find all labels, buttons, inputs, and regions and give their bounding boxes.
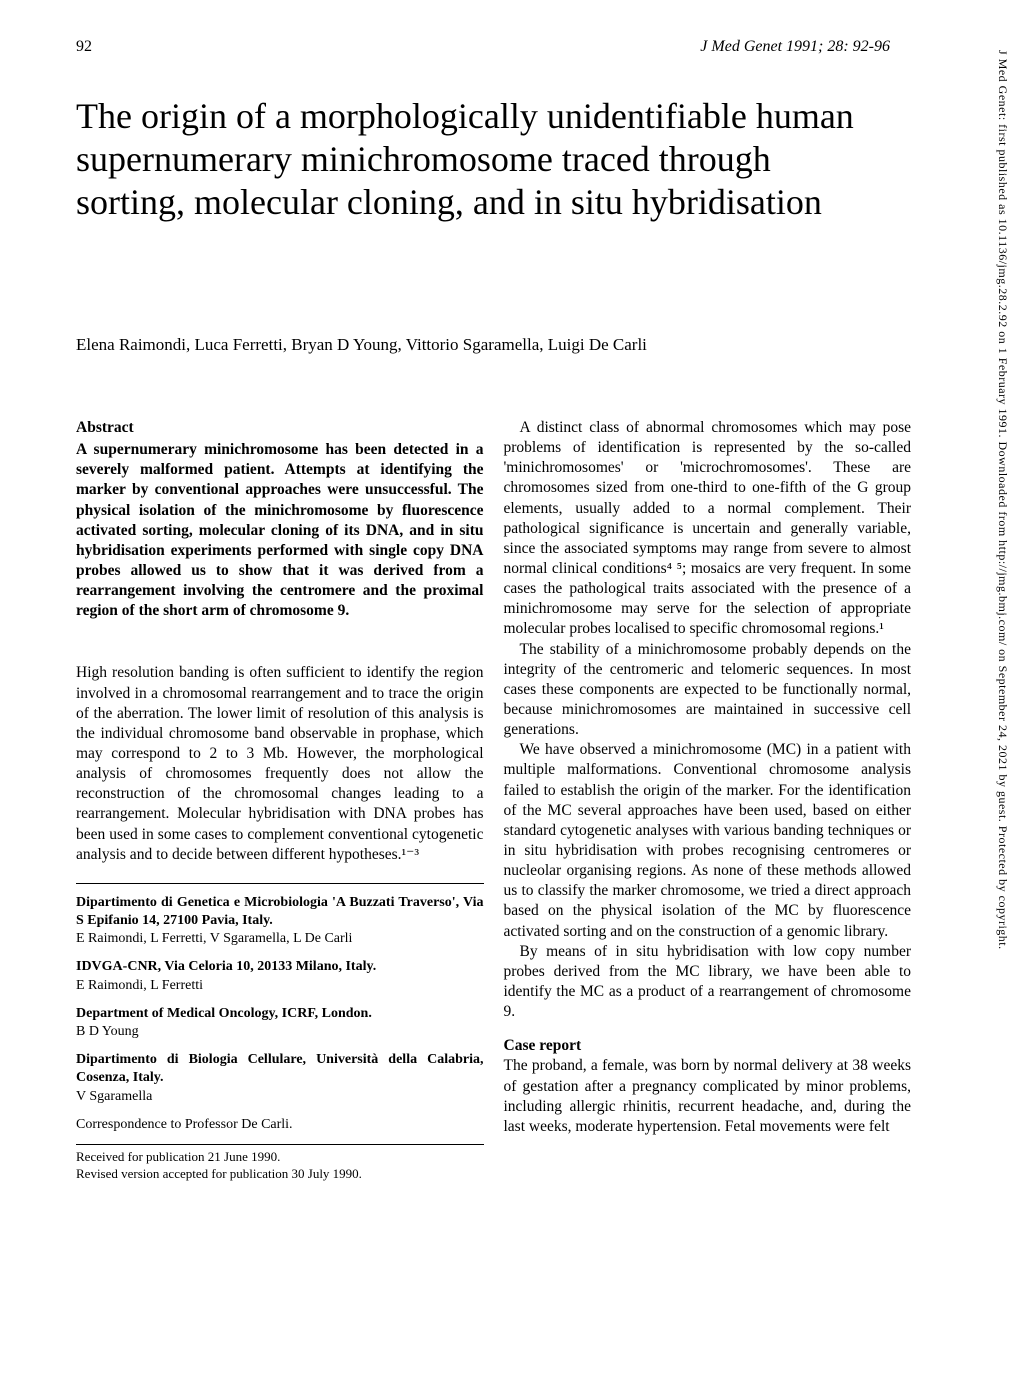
affiliation-names: E Raimondi, L Ferretti	[76, 978, 203, 993]
affiliation-4: Dipartimento di Biologia Cellulare, Univ…	[76, 1051, 484, 1106]
paragraph-2: The stability of a minichromosome probab…	[504, 640, 912, 741]
article-title: The origin of a morphologically unidenti…	[76, 95, 876, 225]
paragraph-1: A distinct class of abnormal chromosomes…	[504, 418, 912, 640]
left-column: Abstract A supernumerary minichromosome …	[76, 418, 484, 1183]
author-list: Elena Raimondi, Luca Ferretti, Bryan D Y…	[76, 335, 647, 355]
abstract-heading: Abstract	[76, 418, 484, 438]
affiliation-dept: Dipartimento di Biologia Cellulare, Univ…	[76, 1052, 484, 1085]
sidebar-provenance: J Med Genet: first published as 10.1136/…	[992, 50, 1010, 1330]
journal-reference: J Med Genet 1991; 28: 92-96	[700, 38, 890, 56]
affiliation-dept: Department of Medical Oncology, ICRF, Lo…	[76, 1006, 372, 1021]
spacer	[76, 621, 484, 663]
intro-paragraph: High resolution banding is often suffici…	[76, 663, 484, 864]
affiliations-block: Dipartimento di Genetica e Microbiologia…	[76, 883, 484, 1183]
right-column: A distinct class of abnormal chromosomes…	[504, 418, 912, 1183]
affiliation-names: B D Young	[76, 1024, 139, 1039]
case-report-paragraph: The proband, a female, was born by norma…	[504, 1056, 912, 1137]
affiliation-3: Department of Medical Oncology, ICRF, Lo…	[76, 1005, 484, 1041]
correspondence: Correspondence to Professor De Carli.	[76, 1116, 484, 1134]
paragraph-3: We have observed a minichromosome (MC) i…	[504, 740, 912, 941]
received-line-1: Received for publication 21 June 1990.	[76, 1149, 280, 1164]
two-column-content: Abstract A supernumerary minichromosome …	[76, 418, 911, 1183]
affiliation-1: Dipartimento di Genetica e Microbiologia…	[76, 894, 484, 949]
case-report-heading: Case report	[504, 1036, 912, 1056]
abstract-body: A supernumerary minichromosome has been …	[76, 440, 484, 621]
affiliation-dept: Dipartimento di Genetica e Microbiologia…	[76, 895, 484, 928]
page-number: 92	[76, 38, 92, 56]
received-dates: Received for publication 21 June 1990. R…	[76, 1144, 484, 1183]
affiliation-dept: IDVGA-CNR, Via Celoria 10, 20133 Milano,…	[76, 959, 376, 974]
affiliation-2: IDVGA-CNR, Via Celoria 10, 20133 Milano,…	[76, 958, 484, 994]
affiliation-names: E Raimondi, L Ferretti, V Sgaramella, L …	[76, 931, 352, 946]
affiliation-names: V Sgaramella	[76, 1089, 152, 1104]
received-line-2: Revised version accepted for publication…	[76, 1166, 362, 1181]
paragraph-4: By means of in situ hybridisation with l…	[504, 942, 912, 1023]
